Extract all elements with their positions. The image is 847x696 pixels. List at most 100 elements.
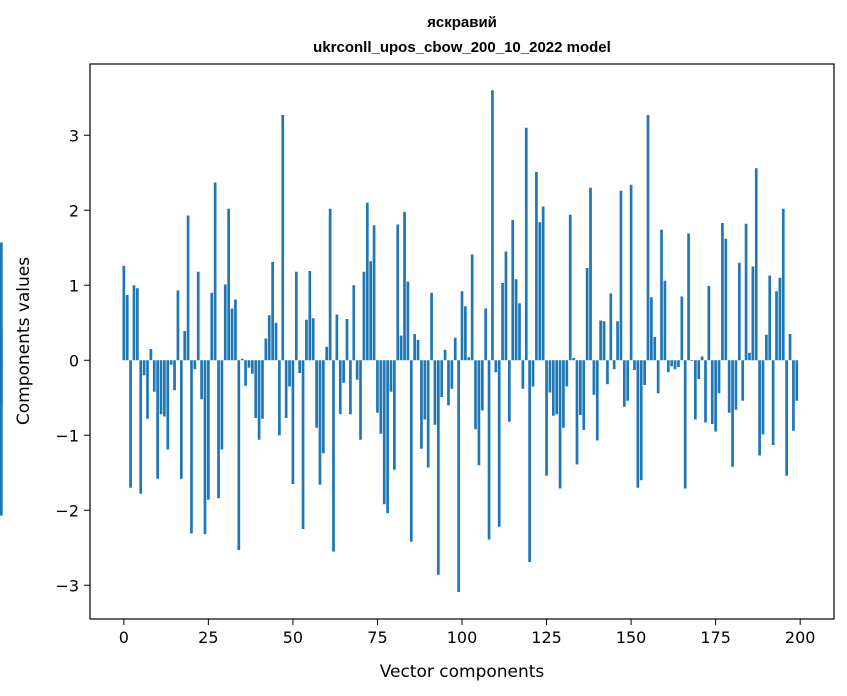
- bar-component-127: [551, 360, 555, 416]
- bar-component-7: [146, 360, 149, 419]
- bar-component-87: [416, 340, 420, 361]
- bar-component-161: [666, 360, 670, 373]
- bar-component-195: [781, 208, 785, 361]
- bar-component-66: [345, 319, 349, 361]
- bar-component-10: [156, 360, 159, 479]
- x-tick-label: 100: [447, 628, 478, 647]
- bar-component-8: [149, 349, 153, 361]
- bar-component-134: [575, 360, 579, 465]
- bar-component-185: [748, 352, 751, 361]
- bar-component-11: [159, 360, 163, 415]
- bar-component-122: [535, 172, 538, 361]
- bar-component-100: [460, 291, 464, 361]
- bar-component-17: [179, 360, 183, 479]
- bar-component-118: [521, 360, 525, 389]
- bar-component-30: [223, 284, 227, 361]
- bar-component-85: [409, 360, 413, 542]
- x-tick-label: 0: [119, 628, 129, 647]
- y-tick-label: 1: [69, 276, 79, 295]
- bar-component-138: [589, 187, 592, 361]
- bar-component-167: [687, 233, 690, 361]
- bar-component-55: [308, 271, 312, 361]
- bar-component-29: [220, 360, 224, 450]
- bar-component-105: [477, 360, 481, 466]
- bar-component-90: [426, 360, 430, 468]
- bar-component-98: [453, 337, 457, 361]
- bar-component-113: [504, 251, 508, 361]
- bar-component-191: [768, 275, 772, 361]
- bar-component-110: [494, 360, 498, 373]
- bar-component-153: [639, 360, 643, 481]
- bar-component-71: [362, 271, 366, 361]
- bar-component-154: [643, 360, 646, 385]
- bar-component-51: [294, 271, 298, 361]
- bar-component-28: [217, 360, 220, 499]
- bar-component-125: [545, 360, 548, 476]
- bar-component-6: [142, 360, 146, 376]
- bar-component-5: [139, 360, 143, 494]
- bar-component-77: [382, 360, 386, 505]
- bar-component-173: [707, 286, 711, 361]
- bar-component-2: [129, 360, 132, 488]
- bar-component-23: [200, 360, 203, 400]
- bar-component-39: [254, 360, 258, 418]
- bar-component-197: [788, 334, 792, 361]
- bar-component-45: [274, 322, 278, 361]
- x-tick-label: 25: [198, 628, 218, 647]
- bar-component-182: [737, 262, 741, 361]
- bar-component-56: [311, 318, 315, 361]
- bar-component-101: [464, 306, 467, 361]
- bar-component-147: [619, 190, 623, 361]
- bar-component-194: [778, 277, 782, 361]
- bar-component-198: [792, 360, 795, 431]
- bar-component-156: [650, 297, 653, 361]
- bar-component-26: [210, 292, 214, 361]
- bar-component-88: [420, 360, 423, 449]
- bar-component-27: [213, 182, 217, 361]
- bar-component-163: [673, 360, 677, 370]
- bar-component-129: [558, 360, 562, 489]
- bar-component-79: [389, 360, 393, 392]
- bar-component-62: [332, 360, 335, 552]
- bar-component-42: [264, 338, 268, 361]
- bar-component-47: [281, 115, 285, 361]
- y-tick-label: −1: [55, 426, 79, 445]
- bar-component-143: [606, 360, 609, 385]
- bar-component-119: [524, 127, 528, 361]
- bar-component-124: [541, 206, 545, 361]
- bar-component-54: [305, 319, 308, 361]
- bar-component-undefined: [0, 328, 3, 361]
- bar-component-192: [771, 360, 775, 445]
- bar-component-93: [436, 360, 440, 575]
- bar-component-190: [765, 334, 768, 361]
- bar-component-126: [548, 360, 552, 393]
- bar-component-162: [670, 360, 674, 367]
- bar-component-58: [318, 360, 322, 485]
- bar-component-53: [301, 360, 305, 529]
- bar-component-179: [727, 360, 731, 413]
- bar-component-81: [396, 224, 400, 361]
- y-axis-label: Components values: [14, 257, 34, 425]
- bar-component-35: [240, 358, 244, 361]
- bar-component-149: [626, 360, 630, 401]
- bar-component-165: [680, 296, 684, 361]
- bar-component-164: [677, 360, 680, 367]
- bar-component-174: [710, 360, 714, 424]
- y-axis-ticks: −3 −2 −1 0 1 2 3: [55, 126, 90, 595]
- bar-component-22: [196, 271, 200, 361]
- bar-component-199: [795, 360, 799, 401]
- bar-component-68: [352, 285, 356, 361]
- bar-component-63: [335, 314, 339, 361]
- bar-component-24: [203, 360, 207, 535]
- bar-component-86: [413, 334, 417, 361]
- bar-component-150: [629, 184, 633, 361]
- plot-frame: [89, 63, 835, 620]
- bar-component-65: [342, 360, 345, 383]
- bar-component-102: [467, 357, 471, 361]
- bar-component-21: [193, 360, 197, 370]
- bar-component-50: [291, 360, 295, 484]
- bar-component-177: [721, 223, 724, 361]
- bar-component-15: [173, 360, 176, 391]
- bar-component-46: [278, 360, 281, 436]
